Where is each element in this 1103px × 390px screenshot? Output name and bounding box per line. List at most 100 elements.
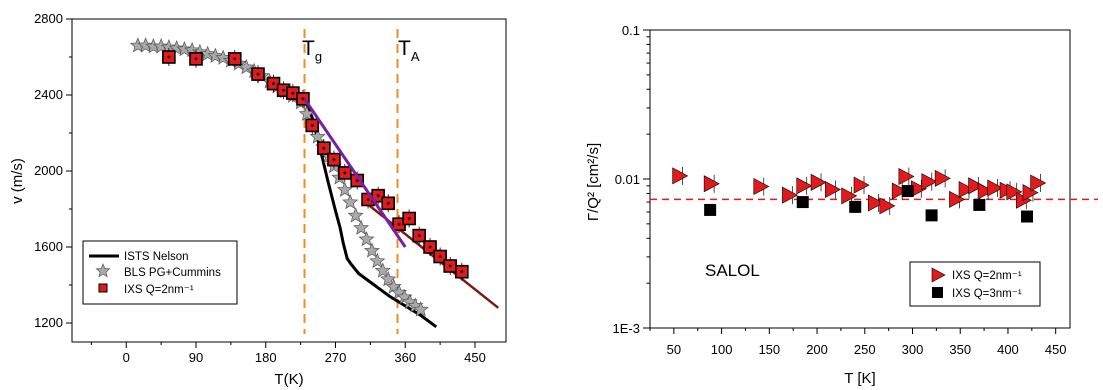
ixs-square-center — [310, 124, 314, 127]
left-y-ticks: 1200 1600 2000 2400 2800 — [34, 11, 72, 330]
left-plot-frame — [71, 18, 507, 343]
right-legend: IXS Q=2nm⁻¹ IXS Q=3nm⁻¹ — [909, 261, 1041, 307]
legend-bls-star — [95, 263, 111, 278]
bls-star-point — [153, 38, 170, 54]
q3-square-point — [796, 196, 809, 209]
right-x-tick-label: 450 — [1045, 342, 1067, 357]
q2-triangle-point — [853, 176, 870, 194]
q2-triangle-point — [958, 181, 975, 199]
q3-square-point — [704, 203, 717, 216]
right-x-tick-label: 150 — [758, 342, 780, 357]
q2-triangle-point — [968, 177, 985, 195]
ixs-square-center — [448, 264, 452, 268]
right-x-tick-label: 300 — [902, 342, 924, 357]
bls-star-point — [347, 207, 364, 223]
left-x-tick-label: 270 — [325, 350, 347, 365]
q3-square-point — [973, 198, 986, 211]
q2-triangle-point — [934, 169, 951, 187]
bls-star-point — [176, 40, 193, 57]
ixs-square-center — [322, 146, 326, 150]
bls-star-point — [336, 181, 353, 197]
left-y-axis-title: v (m/s) — [9, 158, 26, 204]
q3-square-point — [925, 209, 938, 222]
left-legend: ISTS Nelson BLS PG+Cummins IXS Q=2nm⁻¹ — [82, 240, 238, 305]
left-x-tick-label: 450 — [464, 350, 486, 365]
ixs-square-center — [233, 57, 237, 61]
legend-bls-star-shape — [95, 263, 111, 278]
nelson-series-line — [303, 98, 438, 329]
legend-q2-label: IXS Q=2nm⁻¹ — [952, 270, 1022, 282]
ixs-square-center — [386, 201, 390, 205]
q2-triangle-point — [782, 186, 799, 204]
left-x-tick-label: 180 — [255, 350, 277, 365]
right-y-axis-title: Γ/Q² [cm²/s] — [585, 143, 602, 221]
q2-triangle-point — [921, 173, 938, 191]
left-x-ticks: 0 90 180 270 360 450 — [90, 342, 486, 365]
bls-star-point — [380, 270, 397, 287]
bls-star-point — [137, 37, 154, 53]
salol-label: SALOL — [705, 261, 760, 280]
ixs-square-center — [343, 171, 347, 175]
q2-triangle-point — [703, 175, 720, 193]
ixs-square-center — [376, 194, 380, 198]
tg-annotation: Tg — [302, 37, 322, 64]
right-x-tick-label: 400 — [997, 342, 1019, 357]
q2-triangle-point — [672, 167, 689, 185]
bls-star-point — [342, 193, 359, 210]
right-x-tick-label: 250 — [854, 342, 876, 357]
left-chart: 0 90 180 270 360 450 1200 1600 2000 2400 2800 Tg … — [9, 11, 507, 388]
ixs-square-center — [256, 72, 260, 76]
left-x-tick-label: 360 — [394, 350, 416, 365]
legend-q2-triangle — [931, 267, 946, 283]
legend-bls-label: BLS PG+Cummins — [124, 267, 221, 279]
left-y-tick-label: 2800 — [34, 11, 63, 26]
left-y-tick-label: 2400 — [34, 87, 63, 102]
q2-triangle-point — [949, 190, 966, 208]
right-x-tick-label: 50 — [667, 342, 681, 357]
legend-q3-label: IXS Q=3nm⁻¹ — [952, 288, 1022, 300]
q2-triangle-point — [868, 194, 884, 212]
q2-triangle-point — [879, 197, 896, 215]
right-y-tick-label: 0.01 — [615, 172, 640, 187]
ixs-square-center — [167, 55, 171, 59]
left-y-tick-label: 1600 — [34, 239, 63, 254]
bls-star-point — [353, 219, 370, 235]
left-series — [129, 37, 500, 329]
left-y-tick-label: 2000 — [34, 163, 63, 178]
glass-fit-line — [303, 97, 407, 248]
q2-triangle-point — [825, 181, 842, 199]
bls-star-point — [369, 252, 386, 269]
ixs-square-center — [460, 270, 464, 274]
bls-star-point — [168, 40, 185, 56]
ixs-square-center — [282, 88, 285, 92]
left-y-tick-label: 1200 — [34, 315, 63, 330]
q2-triangle-point — [753, 178, 770, 196]
left-x-tick-label: 90 — [189, 350, 203, 365]
left-x-tick-label: 0 — [123, 350, 130, 365]
ixs-square-center — [397, 222, 401, 226]
left-annotations: Tg TA — [302, 37, 420, 64]
q2-triangle-point — [898, 167, 915, 185]
bls-star-point — [363, 242, 380, 258]
q2-triangle-point — [987, 179, 1004, 197]
right-y-tick-label: 0.1 — [622, 23, 640, 38]
q3-square-point — [901, 185, 914, 198]
right-y-tick-label: 1E-3 — [613, 321, 640, 336]
ixs-square-center — [407, 217, 411, 220]
ixs-square-center — [428, 245, 432, 249]
q2-triangle-point — [810, 173, 827, 191]
right-y-ticks: 1E-3 0.01 0.1 — [613, 23, 650, 336]
right-chart: 50 100 150 200 250 300 350 400 450 1E-3 0.01 0.1 S… — [585, 23, 1098, 387]
ixs-square-center — [366, 198, 370, 201]
legend-ixs-square — [98, 283, 108, 293]
q2-triangle-point — [977, 182, 994, 200]
legend-ixs-label: IXS Q=2nm⁻¹ — [124, 284, 194, 296]
right-legend-box — [909, 261, 1041, 307]
q3-square-point — [849, 200, 862, 213]
ixs-square-center — [291, 91, 295, 95]
ixs-square-center — [417, 234, 421, 238]
legend-q3-square — [932, 287, 943, 298]
q2-triangle-point — [1006, 183, 1023, 201]
q2-triangle-point — [891, 182, 908, 200]
